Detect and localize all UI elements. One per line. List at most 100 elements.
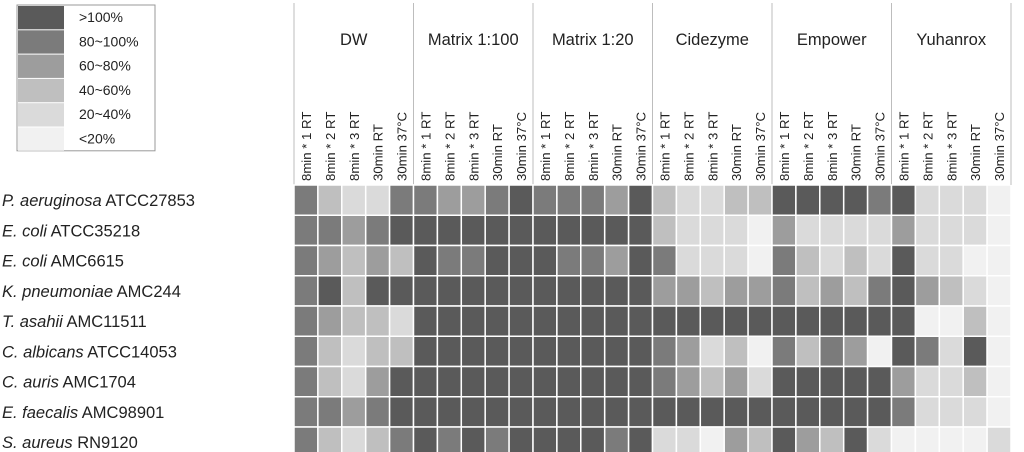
- heatmap-cell: [914, 426, 941, 452]
- heatmap-cell: [388, 184, 415, 216]
- heatmap-cell: [388, 275, 415, 307]
- heatmap-cell: [412, 305, 439, 337]
- heatmap-cell: [771, 214, 797, 247]
- column-label: 30min RT: [849, 124, 864, 181]
- heatmap-cell: [556, 426, 582, 452]
- heatmap-cell: [747, 426, 773, 452]
- heatmap-cell: [341, 335, 367, 368]
- heatmap-cell: [341, 275, 367, 307]
- heatmap-cell: [819, 305, 845, 337]
- heatmap-cell: [388, 396, 415, 428]
- column-label: 8min * 1 RT: [538, 112, 553, 181]
- heatmap-cell: [436, 396, 463, 428]
- column-label: 30min 37°C: [634, 111, 649, 181]
- heatmap-cell: [890, 426, 917, 452]
- heatmap-cell: [938, 365, 964, 398]
- column-label: 30min RT: [729, 124, 744, 181]
- heatmap-cell: [699, 365, 725, 398]
- strain-id: RN9120: [73, 434, 138, 452]
- column-label: 8min * 3 RT: [944, 112, 959, 181]
- heatmap-cell: [986, 365, 1012, 398]
- heatmap-cell: [795, 275, 821, 307]
- heatmap-cell: [914, 335, 941, 368]
- heatmap-cell: [436, 335, 463, 368]
- heatmap-cell: [603, 244, 630, 277]
- heatmap-cell: [603, 335, 630, 368]
- legend-label: >100%: [79, 9, 123, 25]
- group-label: Matrix 1:20: [552, 31, 634, 49]
- heatmap-cell: [364, 396, 391, 428]
- heatmap-cell: [508, 305, 534, 337]
- heatmap-cell: [651, 244, 678, 277]
- legend-label: <20%: [79, 131, 115, 147]
- species-name: T. asahii: [2, 313, 64, 331]
- heatmap-cell: [962, 214, 988, 247]
- heatmap-cell: [675, 275, 702, 307]
- heatmap-cell: [699, 426, 725, 452]
- column-label: 30min RT: [371, 124, 386, 181]
- species-name: E. coli: [2, 222, 48, 240]
- heatmap-cell: [651, 396, 678, 428]
- heatmap-cell: [293, 244, 319, 277]
- heatmap-cell: [986, 244, 1012, 277]
- heatmap-cell: [627, 184, 654, 216]
- heatmap-cell: [675, 214, 702, 247]
- heatmap-cell: [412, 426, 439, 452]
- heatmap-cell: [508, 184, 534, 216]
- heatmap-cell: [317, 214, 343, 247]
- column-label: 8min * 1 RT: [299, 112, 314, 181]
- heatmap-cell: [914, 184, 941, 216]
- heatmap-cell: [412, 244, 439, 277]
- heatmap-cell: [890, 214, 917, 247]
- column-label: 8min * 1 RT: [657, 112, 672, 181]
- heatmap-cell: [556, 244, 582, 277]
- heatmap-cell: [293, 275, 319, 307]
- heatmap-cell: [388, 305, 415, 337]
- heatmap-cell: [723, 184, 749, 216]
- heatmap-cell: [317, 244, 343, 277]
- heatmap-cell: [532, 365, 558, 398]
- heatmap-cell: [938, 244, 964, 277]
- heatmap-cell: [938, 426, 964, 452]
- heatmap-cell: [508, 365, 534, 398]
- heatmap-cell: [938, 396, 964, 428]
- legend-swatch: [18, 103, 64, 127]
- column-label: 8min * 2 RT: [801, 112, 816, 181]
- group-label: Empower: [797, 31, 867, 49]
- heatmap-cell: [962, 184, 988, 216]
- column-label: 30min RT: [610, 124, 625, 181]
- heatmap-cell: [484, 244, 510, 277]
- heatmap-cell: [364, 244, 391, 277]
- heatmap-cell: [484, 214, 510, 247]
- heatmap-cell: [508, 244, 534, 277]
- heatmap-cell: [723, 214, 749, 247]
- heatmap-cell: [317, 275, 343, 307]
- heatmap-cell: [747, 275, 773, 307]
- heatmap-cell: [962, 244, 988, 277]
- heatmap-cell: [675, 335, 702, 368]
- heatmap-cell: [436, 305, 463, 337]
- heatmap-cell: [293, 305, 319, 337]
- heatmap-cell: [412, 396, 439, 428]
- column-label: 8min * 2 RT: [323, 112, 338, 181]
- heatmap-cell: [723, 244, 749, 277]
- heatmap-cell: [317, 396, 343, 428]
- heatmap-cell: [627, 396, 654, 428]
- heatmap-cell: [842, 275, 869, 307]
- heatmap-cell: [842, 365, 869, 398]
- heatmap-cell: [317, 184, 343, 216]
- heatmap-cell: [603, 396, 630, 428]
- heatmap-cell: [412, 275, 439, 307]
- heatmap-cell: [651, 426, 678, 452]
- heatmap-cell: [293, 214, 319, 247]
- heatmap-cell: [460, 365, 486, 398]
- heatmap-cell: [675, 365, 702, 398]
- column-label: 30min RT: [968, 124, 983, 181]
- heatmap-cell: [627, 426, 654, 452]
- heatmap-cell: [723, 335, 749, 368]
- heatmap-cell: [580, 244, 606, 277]
- heatmap-cell: [436, 184, 463, 216]
- heatmap-cell: [603, 184, 630, 216]
- column-label: 8min * 1 RT: [418, 112, 433, 181]
- heatmap-cell: [699, 396, 725, 428]
